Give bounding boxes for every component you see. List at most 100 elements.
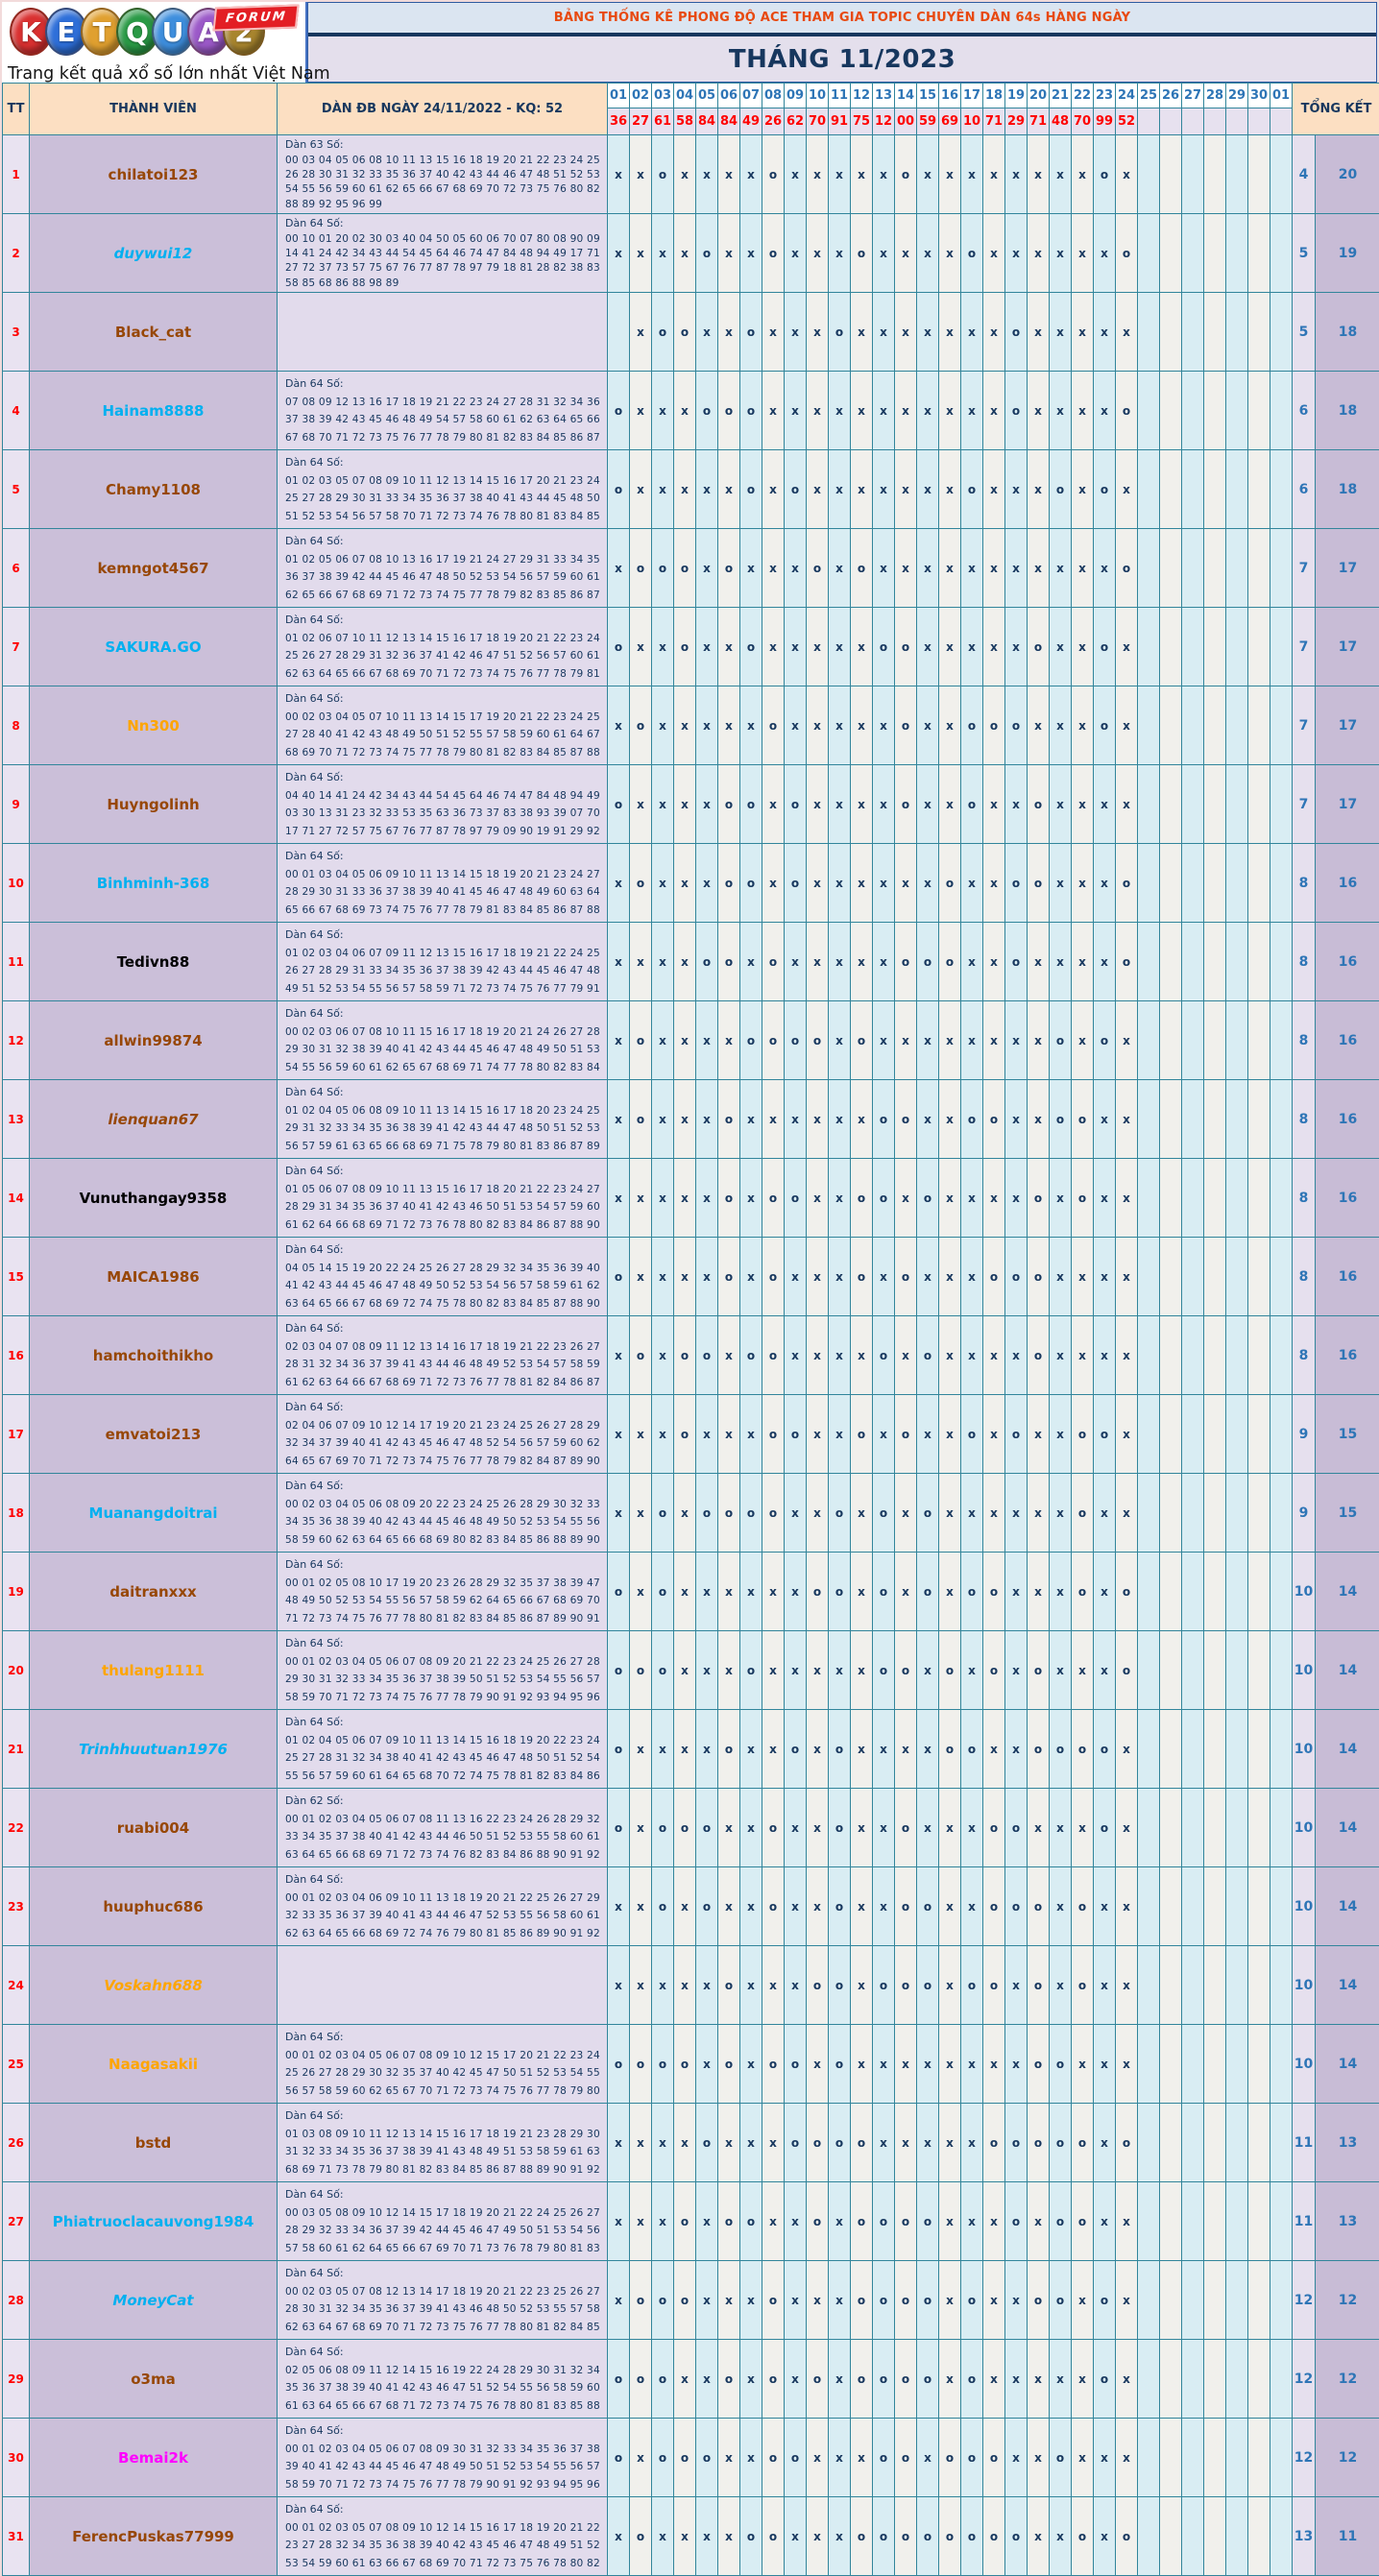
- total-x-count: 17: [1316, 686, 1379, 765]
- day-mark-cell: x: [1028, 1395, 1050, 1474]
- day-mark-cell: x: [917, 529, 939, 608]
- day-mark-cell: [1160, 1159, 1182, 1238]
- day-mark-cell: o: [1028, 2104, 1050, 2182]
- day-mark-cell: [1138, 1001, 1160, 1080]
- total-o-count: 8: [1293, 923, 1316, 1001]
- day-mark-cell: x: [630, 608, 652, 686]
- row-index: 10: [3, 844, 30, 923]
- day-mark-cell: x: [939, 1080, 961, 1159]
- day-mark-cell: x: [939, 1789, 961, 1867]
- day-mark-cell: o: [939, 1631, 961, 1710]
- day-mark-cell: o: [652, 1553, 674, 1631]
- day-mark-cell: x: [829, 1631, 851, 1710]
- day-mark-cell: x: [895, 2104, 917, 2182]
- dan-label: Dàn 64 Số:: [285, 2346, 607, 2358]
- day-mark-cell: o: [740, 293, 762, 372]
- day-mark-cell: x: [917, 2025, 939, 2104]
- dan-number-line: 58 59 70 71 72 73 74 75 76 77 78 79 90 9…: [285, 1692, 607, 1703]
- dan-label: Dàn 64 Số:: [285, 692, 607, 705]
- day-mark-cell: [1226, 1238, 1248, 1316]
- row-index: 4: [3, 372, 30, 450]
- dan-content: Dàn 64 Số:07 08 09 12 13 16 17 18 19 21 …: [278, 372, 607, 449]
- day-mark-cell: [1204, 293, 1226, 372]
- day-mark-cell: [1248, 135, 1270, 214]
- day-mark-cell: x: [762, 450, 785, 529]
- day-mark-cell: x: [873, 686, 895, 765]
- day-mark-cell: [1270, 2340, 1293, 2419]
- dan-content: Dàn 64 Số:00 03 05 08 09 10 12 14 15 17 …: [278, 2182, 607, 2260]
- total-x-count: 14: [1316, 1946, 1379, 2025]
- col-header-tt: TT: [3, 84, 30, 135]
- day-mark-cell: x: [785, 686, 807, 765]
- title-block: BẢNG THỐNG KÊ PHONG ĐỘ ACE THAM GIA TOPI…: [307, 2, 1377, 83]
- day-mark-cell: [1204, 2497, 1226, 2576]
- day-mark-cell: x: [851, 1867, 873, 1946]
- row-index: 21: [3, 1710, 30, 1789]
- total-o-count: 8: [1293, 1001, 1316, 1080]
- dan-number-line: 00 01 02 03 04 05 06 07 08 09 30 31 32 3…: [285, 2444, 607, 2455]
- dan-label: Dàn 63 Số:: [285, 138, 607, 151]
- day-mark-cell: x: [1072, 1238, 1094, 1316]
- day-mark-cell: [1204, 450, 1226, 529]
- day-mark-cell: x: [983, 2261, 1005, 2340]
- member-name: bstd: [30, 2104, 278, 2182]
- day-mark-cell: x: [807, 1080, 829, 1159]
- day-mark-cell: x: [1050, 135, 1072, 214]
- day-mark-cell: x: [696, 2182, 718, 2261]
- day-mark-cell: x: [785, 1080, 807, 1159]
- day-mark-cell: x: [785, 923, 807, 1001]
- day-mark-cell: x: [674, 2104, 696, 2182]
- dan-content: Dàn 64 Số:00 10 01 20 02 30 03 40 04 50 …: [278, 214, 607, 292]
- day-mark-cell: x: [983, 2340, 1005, 2419]
- day-mark-cell: x: [1094, 923, 1116, 1001]
- member-name: o3ma: [30, 2340, 278, 2419]
- day-mark-cell: x: [674, 1238, 696, 1316]
- total-x-count: 18: [1316, 372, 1379, 450]
- day-mark-cell: [1204, 686, 1226, 765]
- day-mark-cell: o: [917, 1316, 939, 1395]
- day-mark-cell: x: [1028, 450, 1050, 529]
- day-mark-cell: [1138, 608, 1160, 686]
- day-mark-cell: x: [939, 1238, 961, 1316]
- dan-number-line: 62 63 64 65 66 68 69 72 74 76 79 80 81 8…: [285, 1928, 607, 1939]
- day-mark-cell: [1226, 2182, 1248, 2261]
- day-mark-cell: x: [674, 135, 696, 214]
- day-mark-cell: [1204, 1789, 1226, 1867]
- dan-label: Dàn 64 Số:: [285, 1873, 607, 1886]
- day-mark-cell: [1204, 529, 1226, 608]
- day-header-25: 25: [1138, 84, 1160, 108]
- day-mark-cell: x: [652, 214, 674, 293]
- day-mark-cell: [1138, 1080, 1160, 1159]
- day-mark-cell: x: [895, 1474, 917, 1553]
- day-mark-cell: [1270, 844, 1293, 923]
- day-mark-cell: [1204, 2419, 1226, 2497]
- dan-cell: Dàn 64 Số:02 03 04 07 08 09 11 12 13 14 …: [278, 1316, 608, 1395]
- day-mark-cell: x: [939, 1553, 961, 1631]
- row-index: 23: [3, 1867, 30, 1946]
- day-mark-cell: x: [851, 1080, 873, 1159]
- day-header-4: 04: [674, 84, 696, 108]
- day-mark-cell: o: [961, 686, 983, 765]
- day-mark-cell: [1138, 529, 1160, 608]
- day-mark-cell: [1248, 1631, 1270, 1710]
- day-mark-cell: x: [807, 2419, 829, 2497]
- day-mark-cell: [1182, 1789, 1204, 1867]
- day-mark-cell: x: [1094, 293, 1116, 372]
- day-mark-cell: x: [652, 450, 674, 529]
- day-mark-cell: x: [851, 686, 873, 765]
- day-mark-cell: [1248, 1001, 1270, 1080]
- day-mark-cell: o: [895, 2261, 917, 2340]
- day-mark-cell: x: [1005, 765, 1028, 844]
- member-name: MAICA1986: [30, 1238, 278, 1316]
- day-mark-cell: x: [1050, 1395, 1072, 1474]
- day-mark-cell: o: [807, 1946, 829, 2025]
- day-mark-cell: [1160, 1946, 1182, 2025]
- day-mark-cell: [1270, 529, 1293, 608]
- dan-label: Dàn 64 Số:: [285, 2188, 607, 2201]
- day-mark-cell: x: [851, 765, 873, 844]
- day-mark-cell: o: [1072, 1080, 1094, 1159]
- day-mark-cell: x: [652, 844, 674, 923]
